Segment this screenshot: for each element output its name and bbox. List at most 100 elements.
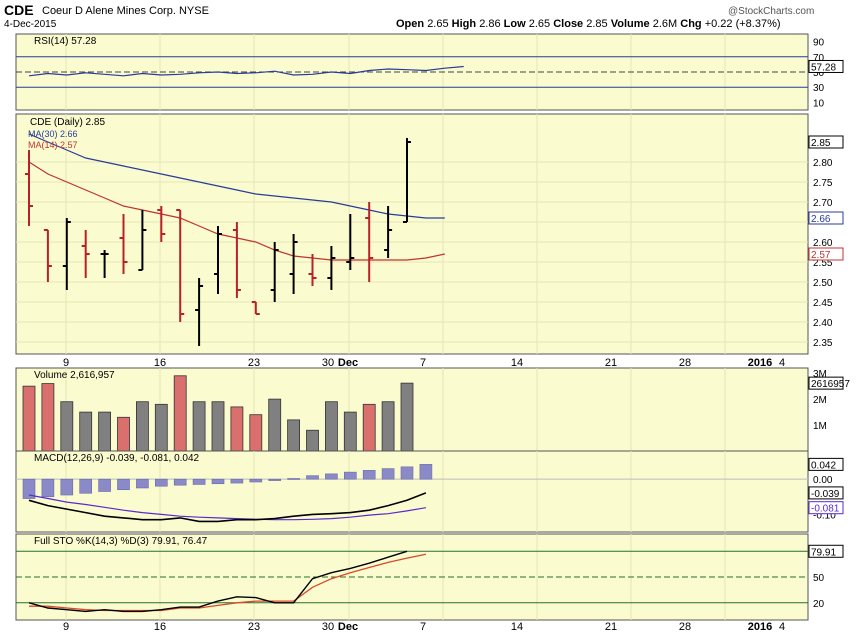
- macd-signal-line: [28, 494, 427, 521]
- macd-histogram-bar: [343, 471, 357, 480]
- macd-histogram-bar: [325, 473, 338, 480]
- macd-histogram-bar: [155, 478, 168, 487]
- volume-value-badge: 2616957: [811, 379, 850, 390]
- macd-line: [28, 492, 427, 523]
- x-axis-label: 9: [63, 621, 69, 633]
- volume-bar: [211, 401, 225, 452]
- volume-bar: [79, 411, 93, 452]
- chart-header: CDE Coeur D Alene Mines Corp. NYSE 4-Dec…: [0, 0, 857, 34]
- x-axis-label: 14: [511, 357, 523, 369]
- ticker-symbol: CDE: [4, 2, 34, 18]
- macd-histogram-bar: [136, 478, 149, 489]
- volume-label: Volume: [610, 18, 650, 30]
- macd-title: MACD(12,26,9) -0.039, -0.081, 0.042: [34, 453, 200, 464]
- volume-bar: [400, 382, 414, 452]
- volume-tick-label: 3M: [813, 369, 827, 380]
- price-tick-label: 2.80: [813, 158, 833, 169]
- volume-bar: [98, 411, 111, 452]
- x-axis-label: 2016: [748, 621, 772, 633]
- volume-bar: [117, 416, 130, 452]
- rsi-tick-label: 70: [813, 53, 825, 64]
- rsi-title: RSI(14) 57.28: [34, 36, 97, 47]
- x-axis-label: 2016: [748, 357, 772, 369]
- chart-date: 4-Dec-2015: [4, 19, 57, 30]
- price-tick-label: 2.40: [813, 318, 833, 329]
- price-tick-label: 2.35: [813, 338, 833, 349]
- macd-hist-badge-box: [808, 457, 844, 471]
- price-tick-label: 2.50: [813, 278, 833, 289]
- macd-hist-badge: 0.042: [811, 460, 836, 471]
- x-axis-label: 7: [420, 357, 426, 369]
- macd-signal-badge-box: [808, 501, 844, 515]
- low-label: Low: [503, 18, 526, 30]
- volume-bar: [306, 429, 319, 452]
- macd-tick-label: -0.10: [813, 510, 836, 521]
- volume-bar: [22, 385, 36, 452]
- x-axis-label: 7: [420, 621, 426, 633]
- close-badge-box: [808, 135, 844, 149]
- macd-histogram-bar: [381, 468, 395, 480]
- volume-bar: [135, 401, 149, 452]
- macd-histogram-bar: [419, 464, 433, 480]
- chg-label: Chg: [680, 18, 702, 30]
- macd-histogram-bar: [192, 478, 206, 485]
- volume-bar: [381, 401, 395, 452]
- macd-histogram-bar: [41, 478, 55, 498]
- price-panel: [15, 113, 809, 355]
- ma14-badge-box: [808, 247, 844, 261]
- volume-bar: [362, 403, 376, 452]
- volume-value-badge-box: [808, 376, 844, 390]
- x-axis-label: 23: [248, 621, 260, 633]
- volume-bar: [192, 401, 206, 452]
- x-axis-label: 9: [63, 357, 69, 369]
- macd-histogram-bar: [249, 478, 263, 483]
- quote-summary: Open 2.65 High 2.86 Low 2.65 Close 2.85 …: [396, 18, 781, 30]
- macd-signal-badge: -0.081: [811, 504, 840, 515]
- high-value: 2.86: [479, 18, 501, 30]
- rsi-tick-label: 90: [813, 38, 825, 49]
- rsi-tick-label: 50: [813, 68, 825, 79]
- price-title: CDE (Daily) 2.85: [30, 117, 105, 128]
- macd-histogram-bar: [306, 475, 319, 480]
- volume-bar: [41, 383, 55, 452]
- volume-bar: [173, 375, 187, 452]
- sto-tick-label: 50: [813, 573, 825, 584]
- rsi-tick-label: 10: [813, 98, 825, 109]
- company-name: Coeur D Alene Mines Corp. NYSE: [42, 5, 209, 17]
- x-axis-label: 30: [322, 357, 334, 369]
- volume-bar: [324, 401, 338, 452]
- x-axis-label: 21: [605, 357, 617, 369]
- macd-histogram-bar: [362, 470, 376, 480]
- x-axis-label: 28: [679, 621, 691, 633]
- volume-bar: [343, 411, 357, 452]
- ma30-legend: MA(30) 2.66: [28, 129, 78, 139]
- x-axis-label: 4: [779, 357, 785, 369]
- macd-panel: [15, 450, 809, 533]
- x-axis-label: 23: [248, 357, 260, 369]
- macd-histogram-bar: [400, 466, 414, 480]
- macd-histogram-bar: [211, 478, 225, 485]
- ma30-badge-box: [808, 211, 844, 225]
- x-axis-label: 30: [322, 621, 334, 633]
- macd-histogram-bar: [268, 478, 282, 481]
- high-label: High: [451, 18, 477, 30]
- macd-histogram-bar: [287, 478, 300, 480]
- macd-histogram-bar: [117, 478, 130, 491]
- sto-k-line: [28, 550, 408, 613]
- price-tick-label: 2.45: [813, 298, 833, 309]
- brand-watermark[interactable]: @StockCharts.com: [728, 6, 815, 17]
- sto-tick-label: 20: [813, 599, 825, 610]
- rsi-value-badge: 57.28: [811, 62, 836, 73]
- rsi-value-badge-box: [808, 59, 844, 73]
- sto-k-badge-box: [808, 544, 844, 558]
- volume-tick-label: 1M: [813, 421, 827, 432]
- price-tick-label: 2.55: [813, 258, 833, 269]
- close-label: Close: [553, 18, 584, 30]
- x-axis-label: Dec: [338, 357, 358, 369]
- macd-histogram-bar: [79, 478, 92, 494]
- chg-value: +0.22 (+8.37%): [704, 18, 781, 30]
- ma30-badge: 2.66: [811, 214, 831, 225]
- close-value: 2.85: [586, 18, 608, 30]
- price-tick-label: 2.75: [813, 178, 833, 189]
